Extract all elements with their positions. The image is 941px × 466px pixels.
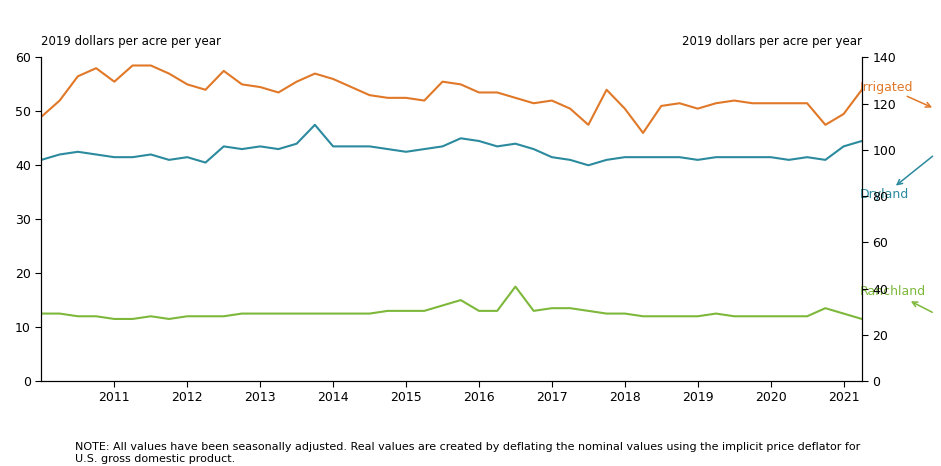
Text: Irrigated: Irrigated [860,81,931,107]
Text: NOTE: All values have been seasonally adjusted. Real values are created by defla: NOTE: All values have been seasonally ad… [75,442,860,464]
Text: Dryland: Dryland [860,156,933,201]
Text: 2019 dollars per acre per year: 2019 dollars per acre per year [682,34,862,48]
Text: Ranchland: Ranchland [860,286,933,312]
Text: 2019 dollars per acre per year: 2019 dollars per acre per year [41,34,221,48]
